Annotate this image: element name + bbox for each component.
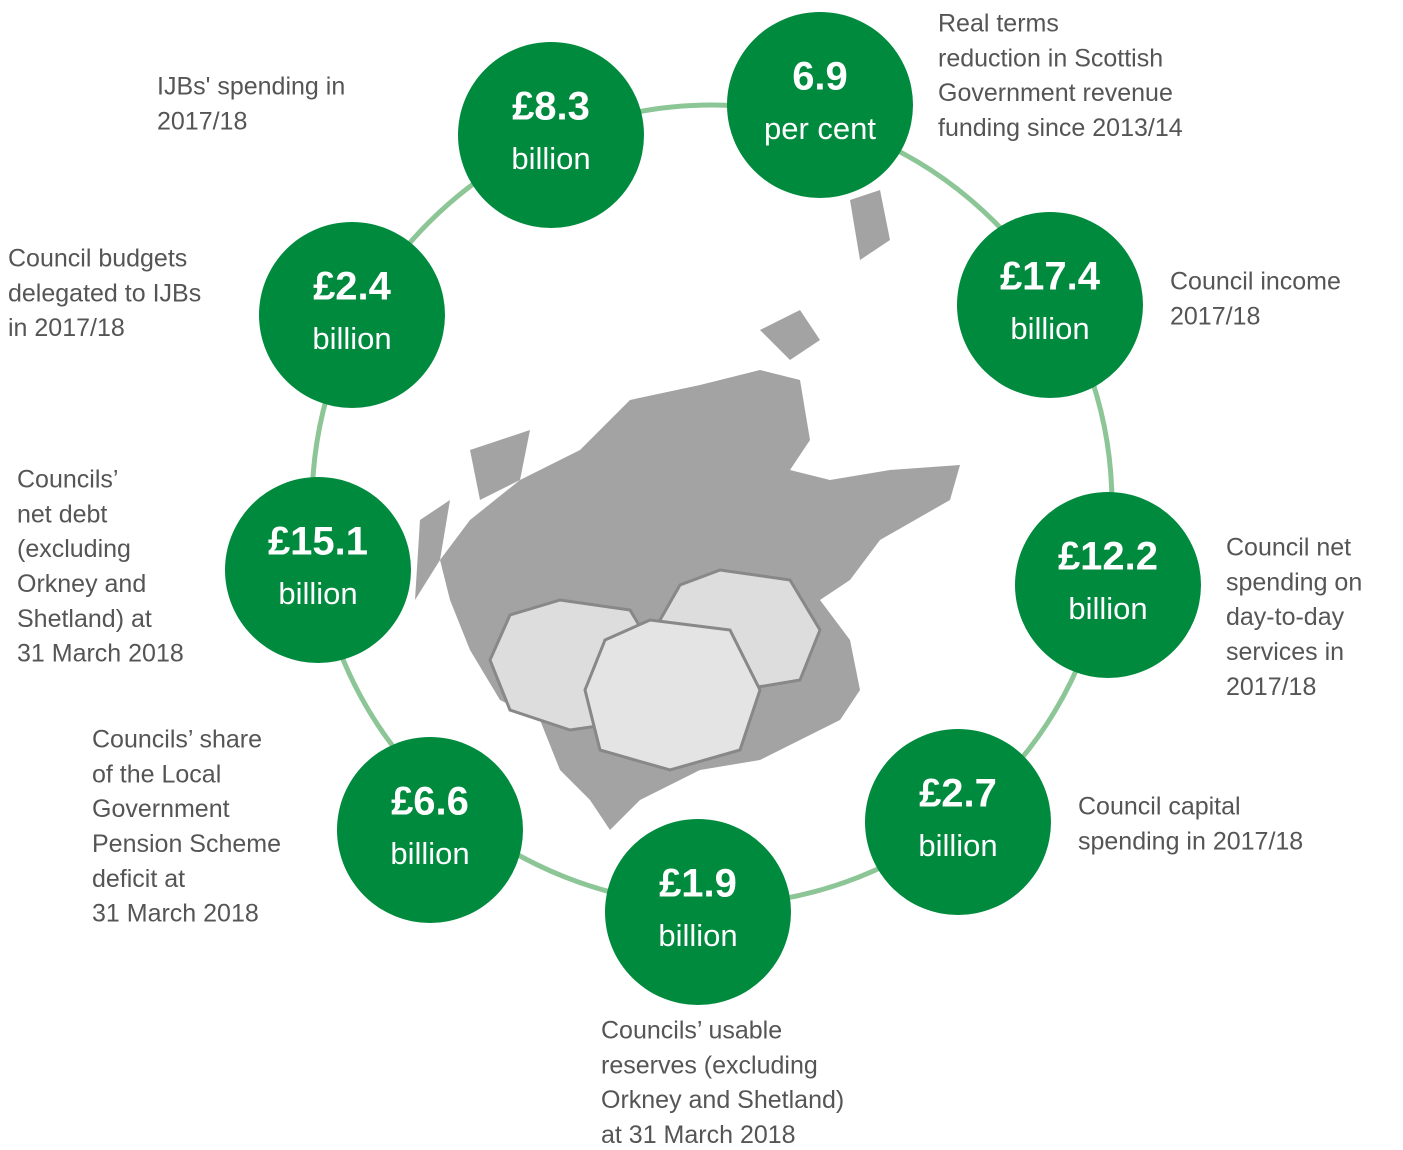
stat-description: day-to-day <box>1226 603 1345 631</box>
stat-circle <box>957 212 1143 398</box>
stat-description: of the Local <box>92 760 221 788</box>
stat-description: net debt <box>17 500 107 528</box>
stat-description: IJBs' spending in <box>157 73 345 101</box>
stat-value: 6.9 <box>792 55 848 99</box>
stat-circle <box>865 729 1051 915</box>
coins <box>488 568 822 772</box>
stat-value: £1.9 <box>659 862 737 906</box>
stat-value: £6.6 <box>391 780 469 824</box>
stat-description: Government revenue <box>938 79 1173 107</box>
stat-circle <box>225 477 411 663</box>
stat-value: £8.3 <box>512 85 590 129</box>
stat-description: Council capital <box>1078 793 1241 821</box>
stat-circle <box>259 222 445 408</box>
stat-description: Council budgets <box>8 245 187 273</box>
stat-description: Councils’ usable <box>601 1017 782 1045</box>
stat-unit: billion <box>511 141 590 176</box>
stat-description: 31 March 2018 <box>17 640 184 668</box>
stat-unit: billion <box>1010 311 1089 346</box>
stat-description: in 2017/18 <box>8 314 125 342</box>
stat-description: Orkney and <box>17 570 146 598</box>
stat-description: Real terms <box>938 10 1059 38</box>
stat-circle <box>605 819 791 1005</box>
stat-description: Councils’ share <box>92 726 262 754</box>
stat-description: reserves (excluding <box>601 1051 818 1079</box>
stat-description: deficit at <box>92 865 185 893</box>
stat-description: Government <box>92 795 230 823</box>
stat-unit: billion <box>658 918 737 953</box>
stat-description: spending in 2017/18 <box>1078 827 1303 855</box>
stat-description: Council income <box>1170 268 1341 296</box>
stat-description: Orkney and Shetland) <box>601 1086 844 1114</box>
stat-description: at 31 March 2018 <box>601 1121 796 1149</box>
stat-circle <box>458 42 644 228</box>
stat-description: Shetland) at <box>17 605 152 633</box>
stat-circle <box>727 12 913 198</box>
stat-circle <box>337 737 523 923</box>
stat-value: £17.4 <box>1000 255 1101 299</box>
stat-description: 2017/18 <box>1170 302 1260 330</box>
stat-description: reduction in Scottish <box>938 44 1163 72</box>
stat-unit: billion <box>1068 591 1147 626</box>
stat-description: funding since 2013/14 <box>938 114 1183 142</box>
stat-description: 2017/18 <box>157 107 247 135</box>
stat-description: services in <box>1226 638 1344 666</box>
stat-description: Pension Scheme <box>92 830 281 858</box>
stat-value: £2.4 <box>313 265 392 309</box>
stat-description: 31 March 2018 <box>92 900 259 928</box>
stat-description: Councils’ <box>17 466 118 494</box>
stat-description: delegated to IJBs <box>8 279 201 307</box>
stat-unit: billion <box>918 828 997 863</box>
stat-unit: billion <box>312 321 391 356</box>
stat-description: Council net <box>1226 534 1351 562</box>
stat-circle <box>1015 492 1201 678</box>
stat-value: £12.2 <box>1058 535 1158 579</box>
stat-description: spending on <box>1226 568 1362 596</box>
stat-unit: billion <box>278 576 357 611</box>
stat-description: 2017/18 <box>1226 673 1316 701</box>
stat-value: £2.7 <box>919 772 997 816</box>
stat-value: £15.1 <box>268 520 368 564</box>
stat-unit: per cent <box>764 111 876 146</box>
stat-unit: billion <box>390 836 469 871</box>
stat-description: (excluding <box>17 535 131 563</box>
